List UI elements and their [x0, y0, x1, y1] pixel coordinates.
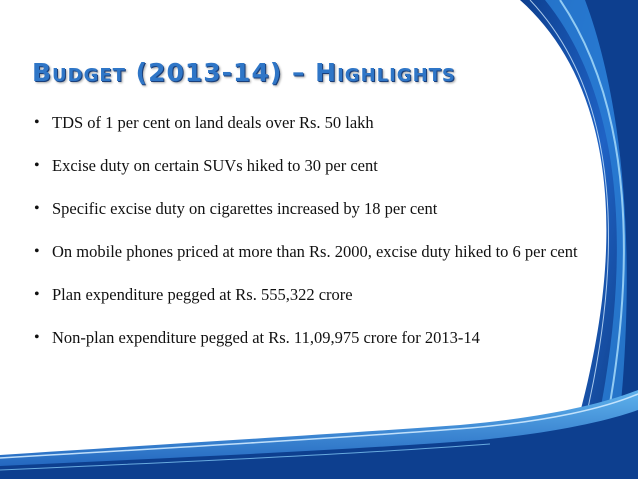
- list-item: • TDS of 1 per cent on land deals over R…: [34, 112, 604, 133]
- list-item: • Specific excise duty on cigarettes inc…: [34, 198, 604, 219]
- slide-title: Budget (2013-14) – Highlights: [32, 58, 456, 87]
- bullet-icon: •: [34, 243, 40, 260]
- bullet-text: On mobile phones priced at more than Rs.…: [52, 242, 578, 261]
- bullet-icon: •: [34, 114, 40, 131]
- list-item: • Plan expenditure pegged at Rs. 555,322…: [34, 284, 604, 305]
- bullet-text: Excise duty on certain SUVs hiked to 30 …: [52, 156, 378, 175]
- bullet-icon: •: [34, 200, 40, 217]
- bullet-icon: •: [34, 329, 40, 346]
- bullet-text: Plan expenditure pegged at Rs. 555,322 c…: [52, 285, 353, 304]
- bullet-list: • TDS of 1 per cent on land deals over R…: [34, 112, 604, 370]
- list-item: • Non-plan expenditure pegged at Rs. 11,…: [34, 327, 604, 348]
- bullet-icon: •: [34, 286, 40, 303]
- bullet-text: TDS of 1 per cent on land deals over Rs.…: [52, 113, 374, 132]
- list-item: • Excise duty on certain SUVs hiked to 3…: [34, 155, 604, 176]
- bullet-text: Specific excise duty on cigarettes incre…: [52, 199, 438, 218]
- bullet-icon: •: [34, 157, 40, 174]
- bullet-text: Non-plan expenditure pegged at Rs. 11,09…: [52, 328, 480, 347]
- list-item: • On mobile phones priced at more than R…: [34, 241, 604, 262]
